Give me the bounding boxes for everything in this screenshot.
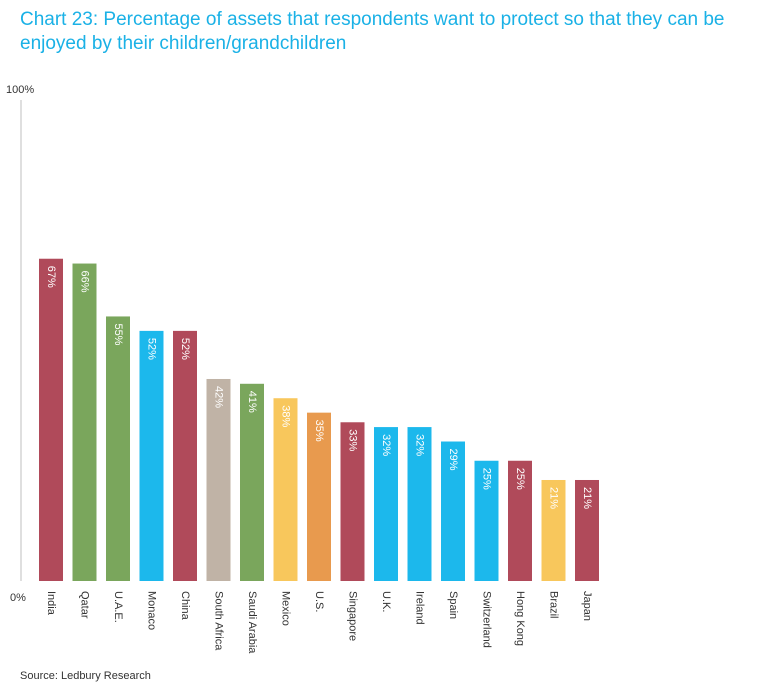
category-label: Switzerland xyxy=(481,591,493,648)
category-label: Saudi Arabia xyxy=(246,591,258,654)
bar-u-a-e xyxy=(106,316,130,581)
bar-saudi-arabia xyxy=(240,383,264,581)
category-label: Japan xyxy=(581,591,593,621)
bar-value-label: 41% xyxy=(246,391,258,413)
bar-south-africa xyxy=(206,378,231,581)
bar-ireland xyxy=(407,427,432,581)
bar-japan xyxy=(575,479,599,581)
bar-india xyxy=(39,258,63,581)
bar-singapore xyxy=(340,422,365,581)
bar-value-label: 67% xyxy=(45,266,57,288)
chart-title: Chart 23: Percentage of assets that resp… xyxy=(20,9,725,54)
category-label: South Africa xyxy=(213,591,225,651)
source-note: Source: Ledbury Research xyxy=(20,670,151,682)
bar-u-s xyxy=(307,412,331,581)
bar-value-label: 25% xyxy=(481,468,493,490)
bar-value-label: 32% xyxy=(414,434,426,456)
y-tick-label-min: 0% xyxy=(10,592,26,604)
bar-spain xyxy=(441,441,465,581)
category-label: U.A.E. xyxy=(112,591,124,623)
category-label: Mexico xyxy=(280,591,292,626)
bar-value-label: 29% xyxy=(447,449,459,471)
bar-value-label: 25% xyxy=(514,468,526,490)
bar-hong-kong xyxy=(508,460,532,581)
bar-value-label: 55% xyxy=(112,323,124,345)
bar-value-label: 52% xyxy=(179,338,191,360)
bar-switzerland xyxy=(474,460,499,581)
bar-value-label: 21% xyxy=(548,487,560,509)
bar-china xyxy=(173,330,197,581)
bar-value-label: 42% xyxy=(213,386,225,408)
bar-qatar xyxy=(72,263,97,581)
bar-mexico xyxy=(273,398,298,581)
category-label: Brazil xyxy=(548,591,560,619)
bar-value-label: 38% xyxy=(280,405,292,427)
bar-value-label: 52% xyxy=(146,338,158,360)
bar-value-label: 33% xyxy=(347,429,359,451)
category-label: China xyxy=(179,591,191,621)
category-label: Qatar xyxy=(79,591,91,619)
category-label: Monaco xyxy=(146,591,158,630)
bar-value-label: 35% xyxy=(313,420,325,442)
category-label: Singapore xyxy=(347,591,359,641)
category-label: U.S. xyxy=(313,591,325,612)
category-label: Ireland xyxy=(414,591,426,625)
bar-brazil xyxy=(541,479,566,581)
bar-monaco xyxy=(139,330,164,581)
bar-value-label: 21% xyxy=(581,487,593,509)
bars-group: 67% India 66% Qatar 55% U.A.E. 52% Monaco 52% Chi… xyxy=(39,258,599,654)
category-label: U.K. xyxy=(380,591,392,612)
category-label: India xyxy=(45,591,57,616)
category-label: Hong Kong xyxy=(514,591,526,646)
category-label: Spain xyxy=(447,591,459,619)
bar-value-label: 66% xyxy=(79,271,91,293)
y-tick-label-max: 100% xyxy=(6,84,34,96)
bar-u-k xyxy=(374,427,398,581)
bar-value-label: 32% xyxy=(380,434,392,456)
